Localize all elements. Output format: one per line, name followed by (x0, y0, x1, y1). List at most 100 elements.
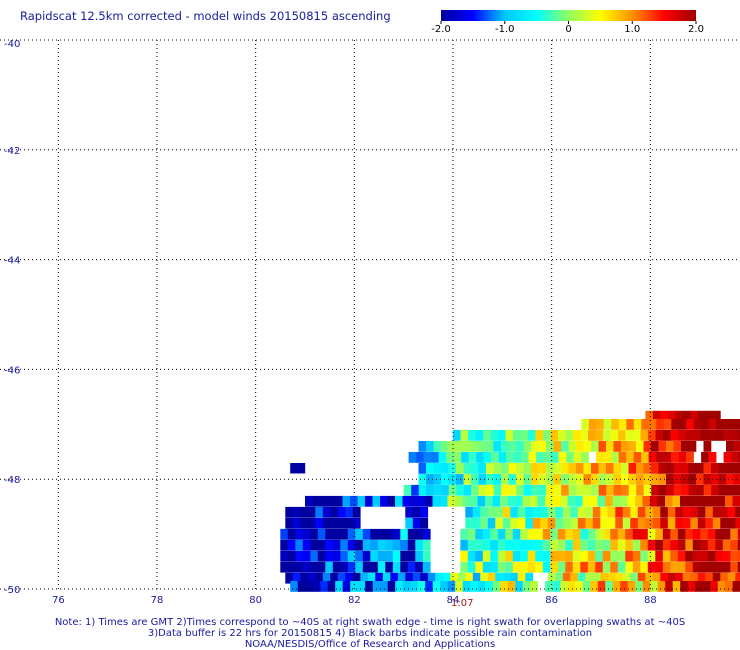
heatmap-cell (447, 495, 456, 507)
heatmap-cell (565, 539, 574, 551)
heatmap-cell (502, 506, 511, 518)
heatmap-cell (687, 495, 696, 507)
heatmap-cell (508, 463, 517, 474)
heatmap-cell (652, 517, 661, 529)
heatmap-cell (667, 506, 676, 518)
heatmap-cell (472, 506, 481, 518)
heatmap-cell (663, 419, 672, 430)
heatmap-cell (337, 517, 346, 529)
heatmap-cell (715, 550, 724, 562)
heatmap-cell (730, 550, 739, 562)
heatmap-cell (697, 517, 706, 529)
heatmap-cell (375, 572, 384, 584)
heatmap-cell (447, 581, 456, 592)
heatmap-cell (532, 506, 541, 518)
colorbar-tick-label: -2.0 (431, 24, 451, 35)
heatmap-cell (675, 410, 684, 422)
heatmap-cell (405, 517, 414, 529)
heatmap-cell (542, 550, 551, 562)
heatmap-cell (588, 430, 596, 441)
heatmap-cell (606, 474, 614, 485)
heatmap-cell (560, 581, 568, 592)
heatmap-cell (597, 495, 606, 507)
heatmap-cell (692, 550, 701, 562)
heatmap-cell (611, 452, 619, 463)
heatmap-cell (487, 517, 496, 529)
heatmap-cell (553, 484, 562, 496)
heatmap-cell (582, 581, 591, 592)
heatmap-cell (462, 495, 471, 507)
heatmap-cell (606, 441, 614, 452)
heatmap-cell (325, 539, 334, 551)
heatmap-cell (317, 561, 326, 573)
x-tick-label: 78 (151, 595, 164, 606)
heatmap-cell (322, 506, 331, 518)
colorbar-tick-label: 0 (565, 24, 571, 35)
heatmap-cell (467, 561, 476, 573)
heatmap-cell (465, 517, 474, 529)
heatmap-cell (455, 495, 463, 507)
heatmap-cell (655, 539, 664, 551)
heatmap-cell (678, 419, 687, 430)
heatmap-cell (425, 495, 433, 507)
heatmap-cell (407, 550, 416, 562)
heatmap-cell (472, 572, 481, 584)
heatmap-cell (708, 419, 717, 430)
heatmap-cell (650, 581, 658, 592)
heatmap-cell (432, 581, 441, 592)
heatmap-cell (525, 572, 534, 584)
heatmap-cell (418, 463, 427, 474)
heatmap-cell (583, 441, 592, 452)
heatmap-cell (290, 581, 298, 592)
heatmap-cell (688, 484, 697, 496)
heatmap-cell (415, 539, 424, 551)
heatmap-cell (460, 550, 469, 562)
heatmap-cell (507, 581, 516, 592)
heatmap-cell (662, 539, 671, 551)
heatmap-cell (681, 463, 689, 474)
heatmap-cell (610, 528, 619, 540)
heatmap-cell (462, 581, 471, 592)
heatmap-cell (422, 539, 431, 551)
heatmap-cell (352, 506, 361, 518)
heatmap-cell (685, 561, 694, 573)
x-tick-label: 86 (545, 595, 558, 606)
heatmap-cell (557, 528, 566, 540)
x-tick-label: 84 (447, 595, 460, 606)
heatmap-cell (495, 506, 504, 518)
heatmap-cell (365, 495, 373, 507)
heatmap-cell (465, 572, 474, 584)
heatmap-cell (572, 561, 581, 573)
heatmap-cell (417, 581, 426, 592)
heatmap-cell (523, 474, 532, 485)
heatmap-cell (692, 561, 701, 573)
heatmap-cell (718, 463, 727, 474)
heatmap-cell (290, 462, 306, 474)
heatmap-cell (632, 550, 641, 562)
colorbar: -2.0 -1.0 0 1.0 2.0 (431, 10, 704, 35)
heatmap-cell (380, 495, 388, 507)
heatmap-cell (730, 430, 739, 441)
heatmap-cell (315, 572, 324, 584)
heatmap-cell (707, 528, 716, 540)
heatmap-cell (592, 572, 601, 584)
heatmap-cell (482, 539, 491, 551)
heatmap-cell (542, 539, 551, 551)
heatmap-cell (337, 506, 346, 518)
heatmap-cell (495, 572, 504, 584)
heatmap-cell (480, 517, 489, 529)
heatmap-cell (516, 484, 524, 496)
heatmap-cell (738, 430, 740, 441)
heatmap-cell (517, 517, 526, 529)
heatmap-cell (417, 495, 426, 507)
heatmap-cell (647, 539, 656, 551)
heatmap-cell (372, 581, 381, 592)
heatmap-cell (395, 495, 403, 507)
heatmap-cell (640, 539, 649, 551)
heatmap-cell (497, 539, 506, 551)
heatmap-cell (630, 572, 639, 584)
heatmap-cell (493, 441, 502, 452)
heatmap-cell (300, 572, 309, 584)
heatmap-cell (550, 561, 559, 573)
heatmap-cell (535, 430, 544, 441)
